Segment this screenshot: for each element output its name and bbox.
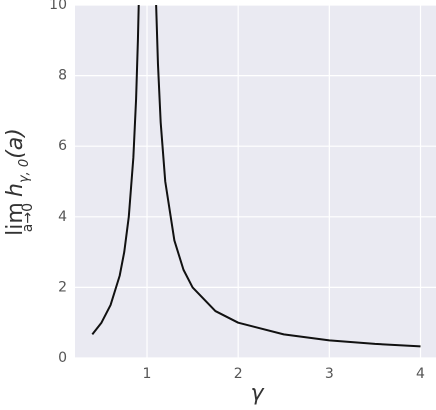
y-label-part: lim — [3, 202, 28, 236]
y-tick-label: 2 — [58, 279, 67, 295]
data-line — [91, 5, 421, 348]
y-tick-label: 0 — [58, 350, 67, 366]
x-tick-label: 4 — [416, 366, 425, 382]
y-label-part: h — [3, 183, 28, 197]
grid — [75, 4, 436, 359]
x-axis-label: γ — [250, 381, 264, 406]
plot-background — [75, 5, 436, 358]
y-tick-label: 4 — [58, 209, 67, 225]
x-tick-label: 1 — [143, 366, 152, 382]
y-tick-label: 8 — [58, 68, 67, 84]
x-tick-label: 2 — [234, 366, 243, 382]
tick-labels: 1 2 3 4 0 2 4 6 8 10 — [49, 0, 425, 382]
y-tick-label: 6 — [58, 138, 67, 154]
x-tick-label: 3 — [325, 366, 334, 382]
y-tick-label: 10 — [49, 0, 67, 13]
y-label-part: γ, 0 — [17, 159, 32, 183]
plot-lines — [91, 5, 421, 348]
y-label-part: a→0 — [20, 203, 36, 232]
y-label-part: (a) — [3, 128, 28, 159]
y-axis-label: lima→0 hγ, 0(a) — [3, 128, 36, 236]
